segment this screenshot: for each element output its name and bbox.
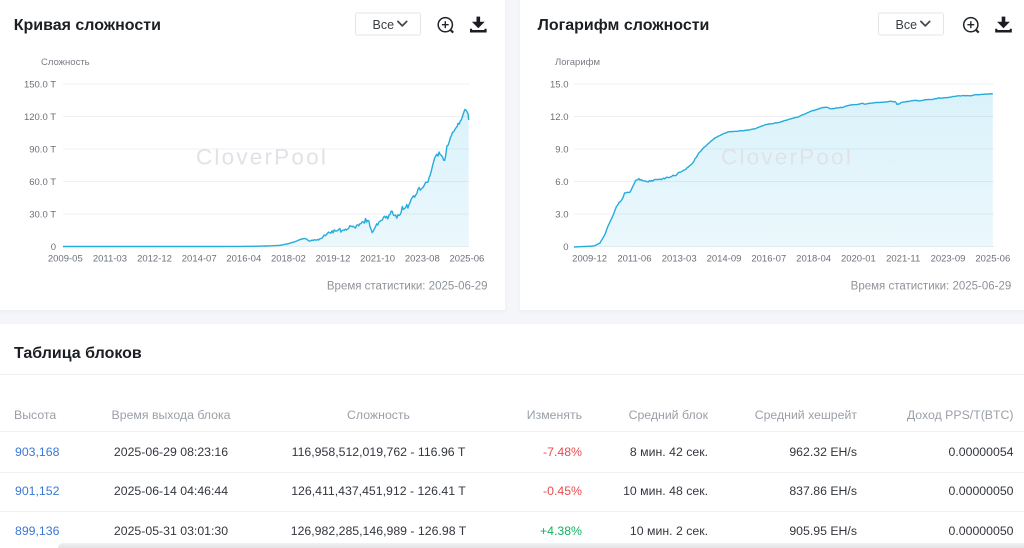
svg-text:15.0: 15.0: [550, 80, 569, 91]
svg-text:2018-04: 2018-04: [796, 254, 831, 265]
svg-text:120.0 T: 120.0 T: [24, 112, 56, 123]
svg-text:2011-03: 2011-03: [93, 254, 127, 265]
svg-text:Все: Все: [896, 18, 918, 32]
svg-text:60.0 T: 60.0 T: [29, 177, 56, 188]
svg-text:CloverPool: CloverPool: [721, 145, 853, 170]
svg-text:Время статистики: 2025-06-29: Время статистики: 2025-06-29: [327, 280, 488, 292]
svg-text:90.0 T: 90.0 T: [29, 145, 56, 156]
svg-text:2013-03: 2013-03: [662, 254, 697, 265]
svg-text:Логарифм: Логарифм: [555, 57, 600, 68]
svg-text:Все: Все: [373, 18, 395, 32]
svg-text:2021-10: 2021-10: [360, 254, 395, 265]
svg-text:CloverPool: CloverPool: [196, 145, 328, 170]
svg-text:Логарифм сложности: Логарифм сложности: [538, 17, 710, 34]
svg-text:2009-12: 2009-12: [572, 254, 607, 265]
svg-text:Сложность: Сложность: [41, 57, 90, 68]
svg-text:2016-04: 2016-04: [226, 254, 261, 265]
svg-text:2023-09: 2023-09: [931, 254, 966, 265]
svg-text:9.0: 9.0: [555, 145, 568, 156]
svg-text:2023-08: 2023-08: [405, 254, 440, 265]
svg-text:12.0: 12.0: [550, 112, 569, 123]
svg-text:2019-12: 2019-12: [316, 254, 351, 265]
svg-text:2011-06: 2011-06: [617, 254, 651, 265]
svg-text:3.0: 3.0: [555, 210, 568, 221]
svg-text:Время статистики: 2025-06-29: Время статистики: 2025-06-29: [851, 280, 1012, 292]
svg-text:2018-02: 2018-02: [271, 254, 306, 265]
svg-text:6.0: 6.0: [555, 177, 568, 188]
svg-text:Кривая сложности: Кривая сложности: [14, 17, 161, 34]
svg-text:2012-12: 2012-12: [137, 254, 172, 265]
svg-text:30.0 T: 30.0 T: [29, 210, 56, 221]
svg-text:0: 0: [563, 242, 568, 253]
svg-text:2014-09: 2014-09: [707, 254, 742, 265]
svg-text:2009-05: 2009-05: [48, 254, 83, 265]
svg-text:150.0 T: 150.0 T: [24, 80, 56, 91]
svg-text:2014-07: 2014-07: [182, 254, 217, 265]
svg-text:2020-01: 2020-01: [841, 254, 876, 265]
svg-text:2025-06: 2025-06: [975, 254, 1010, 265]
svg-text:0: 0: [51, 242, 56, 253]
svg-text:2021-11: 2021-11: [886, 254, 920, 265]
svg-text:2025-06: 2025-06: [449, 254, 484, 265]
svg-text:2016-07: 2016-07: [751, 254, 786, 265]
